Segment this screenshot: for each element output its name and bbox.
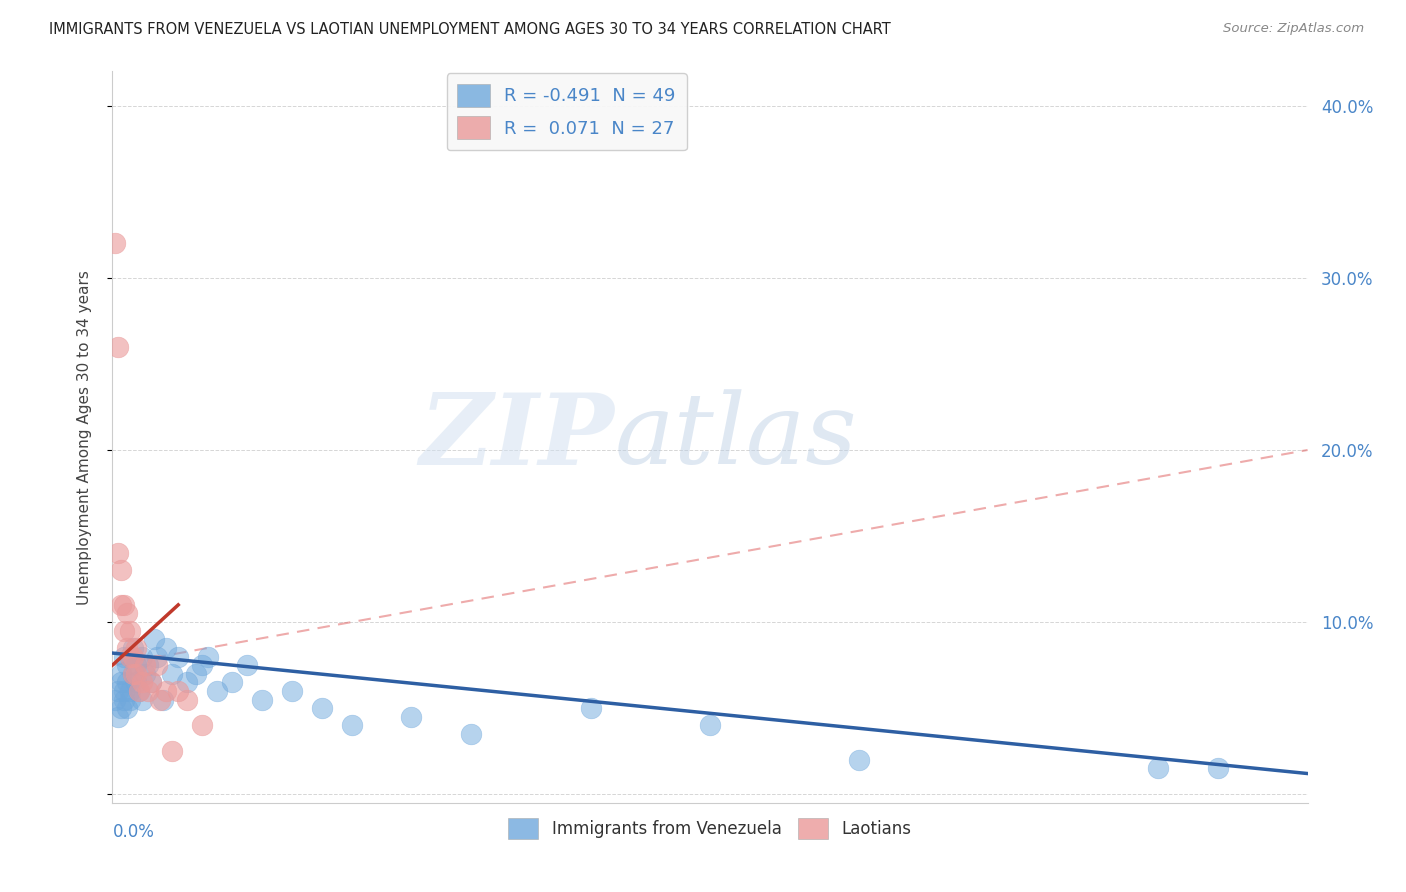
Text: Source: ZipAtlas.com: Source: ZipAtlas.com [1223, 22, 1364, 36]
Point [114, 598, 135, 612]
Y-axis label: Unemployment Among Ages 30 to 34 years: Unemployment Among Ages 30 to 34 years [77, 269, 91, 605]
Point [110, 598, 132, 612]
Text: IMMIGRANTS FROM VENEZUELA VS LAOTIAN UNEMPLOYMENT AMONG AGES 30 TO 34 YEARS CORR: IMMIGRANTS FROM VENEZUELA VS LAOTIAN UNE… [49, 22, 891, 37]
Point [117, 607, 139, 621]
Legend: Immigrants from Venezuela, Laotians: Immigrants from Venezuela, Laotians [502, 811, 918, 846]
Point [162, 744, 183, 758]
Point [110, 701, 132, 715]
Point [176, 692, 198, 706]
Point [186, 666, 208, 681]
Point [401, 710, 423, 724]
Point [122, 666, 145, 681]
Point [107, 546, 129, 560]
Text: 0.0%: 0.0% [112, 823, 155, 841]
Point [176, 675, 198, 690]
Point [120, 684, 142, 698]
Point [117, 640, 139, 655]
Point [460, 727, 482, 741]
Point [107, 684, 129, 698]
Point [128, 684, 150, 698]
Point [250, 692, 273, 706]
Point [117, 658, 139, 673]
Point [197, 649, 219, 664]
Point [205, 684, 228, 698]
Point [122, 649, 145, 664]
Point [125, 640, 148, 655]
Point [114, 684, 135, 698]
Point [236, 658, 259, 673]
Point [141, 675, 163, 690]
Point [117, 701, 139, 715]
Text: ZIP: ZIP [419, 389, 614, 485]
Point [114, 649, 135, 664]
Point [281, 684, 304, 698]
Point [125, 658, 148, 673]
Point [149, 692, 172, 706]
Point [134, 658, 156, 673]
Point [131, 675, 153, 690]
Point [152, 692, 174, 706]
Point [155, 640, 177, 655]
Point [110, 675, 132, 690]
Point [122, 666, 145, 681]
Point [146, 649, 169, 664]
Point [122, 640, 145, 655]
Point [141, 675, 163, 690]
Point [117, 675, 139, 690]
Point [120, 624, 142, 638]
Point [107, 340, 129, 354]
Point [134, 666, 156, 681]
Point [110, 666, 132, 681]
Point [120, 649, 142, 664]
Point [138, 658, 160, 673]
Point [848, 753, 870, 767]
Point [143, 632, 166, 647]
Point [131, 692, 153, 706]
Point [120, 649, 142, 664]
Point [107, 710, 129, 724]
Point [1147, 761, 1170, 775]
Point [221, 675, 243, 690]
Point [340, 718, 363, 732]
Point [191, 718, 214, 732]
Point [128, 684, 150, 698]
Point [131, 649, 153, 664]
Point [114, 624, 135, 638]
Point [579, 701, 602, 715]
Point [311, 701, 333, 715]
Point [191, 658, 214, 673]
Point [155, 684, 177, 698]
Point [104, 692, 127, 706]
Point [138, 684, 160, 698]
Point [114, 692, 135, 706]
Point [1206, 761, 1229, 775]
Point [699, 718, 721, 732]
Point [104, 236, 127, 251]
Point [162, 666, 183, 681]
Point [120, 692, 142, 706]
Point [146, 658, 169, 673]
Point [110, 564, 132, 578]
Point [167, 684, 190, 698]
Text: atlas: atlas [614, 390, 858, 484]
Point [167, 649, 190, 664]
Point [125, 675, 148, 690]
Point [125, 666, 148, 681]
